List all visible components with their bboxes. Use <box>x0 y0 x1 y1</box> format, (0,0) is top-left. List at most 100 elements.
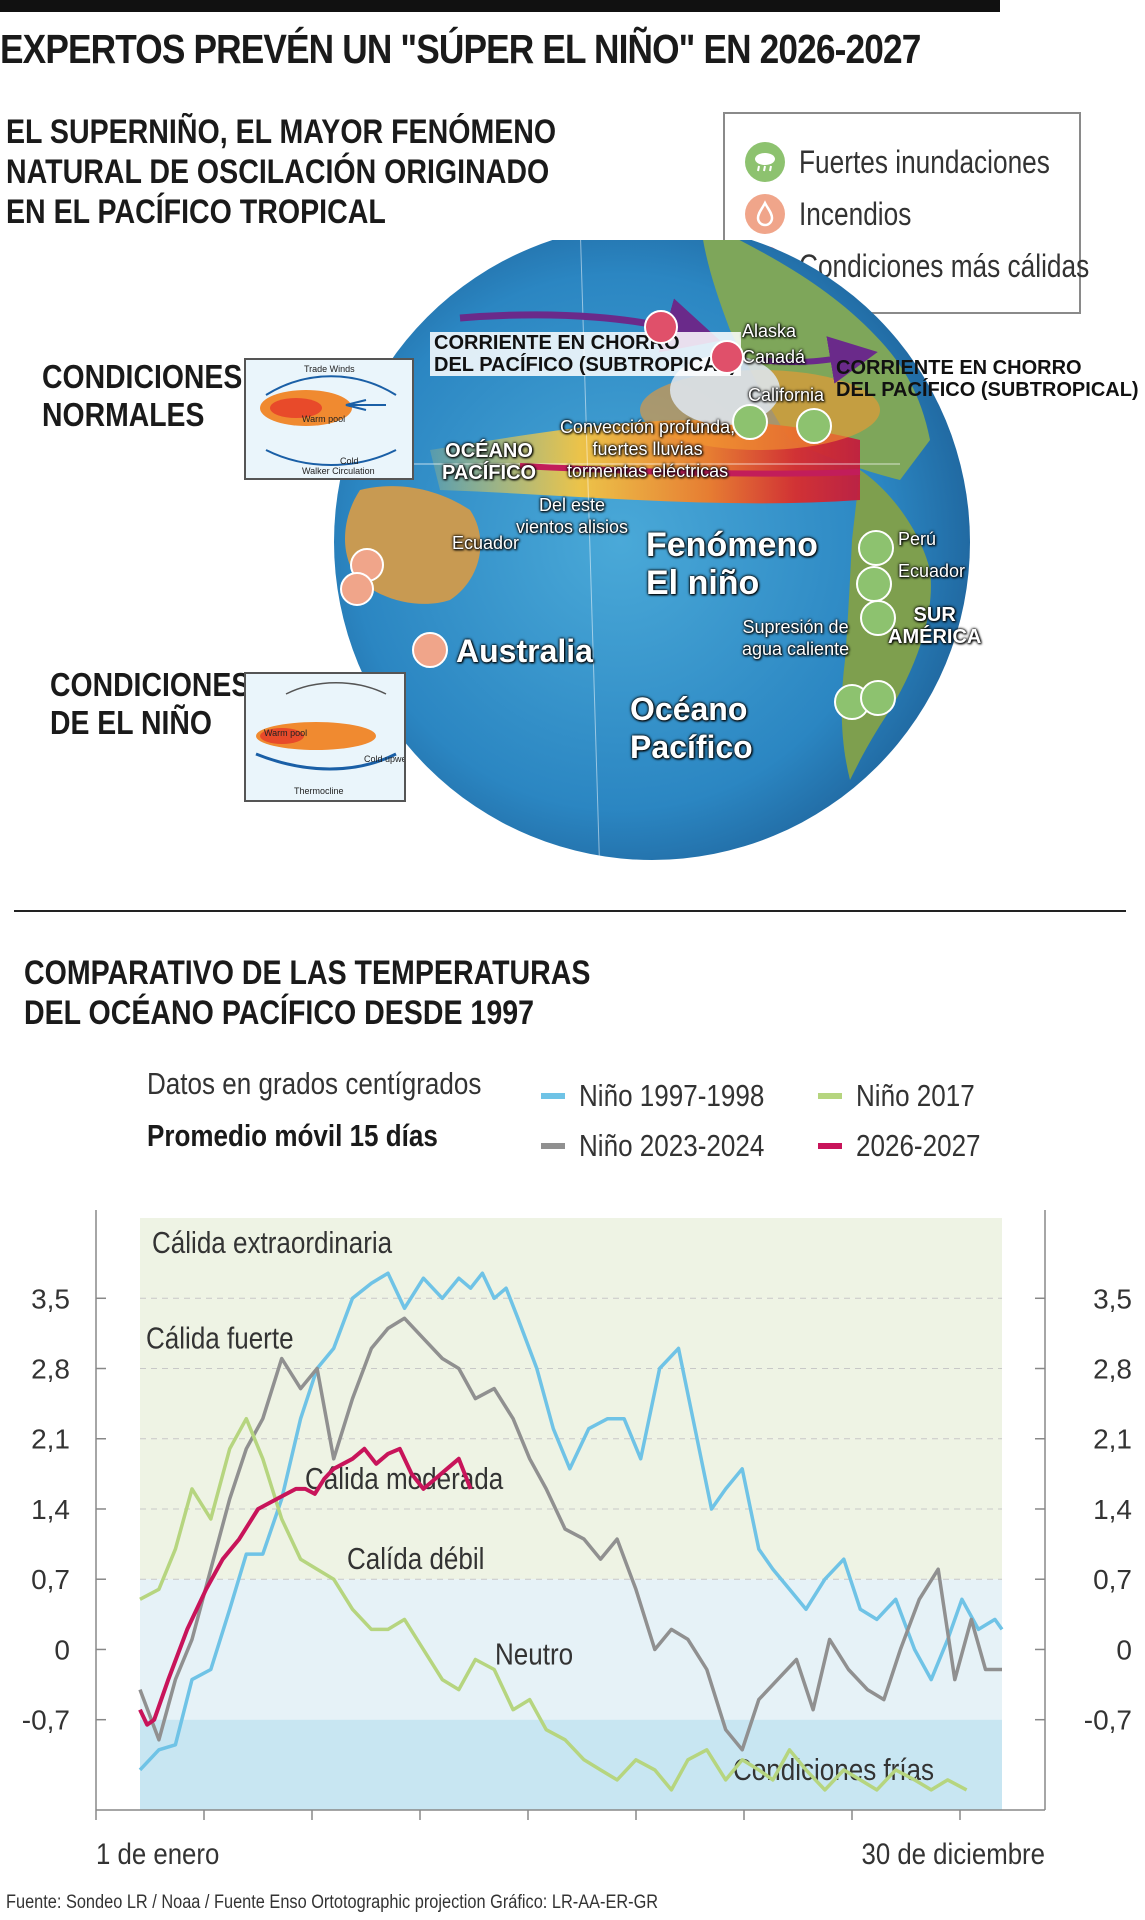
walker-circulation-diagram <box>246 360 412 478</box>
inset-caption: Cold upwelling <box>364 754 406 764</box>
y-tick-label: 0,7 <box>31 1564 70 1595</box>
phenomenon-label: Fenómeno El niño <box>646 526 818 602</box>
legend-label: Niño 1997-1998 <box>579 1078 765 1113</box>
chart-section-title: COMPARATIVO DE LAS TEMPERATURAS DEL OCÉAN… <box>24 954 591 1032</box>
y-tick-label-right: 1,4 <box>1093 1494 1132 1525</box>
rain-cloud-icon <box>858 530 894 566</box>
legend-label: Niño 2017 <box>856 1078 975 1113</box>
y-tick-label: 0 <box>54 1634 70 1665</box>
section-divider <box>14 910 1126 912</box>
california-label: California <box>748 385 825 405</box>
jet-stream-arrow-right <box>759 336 878 384</box>
peru-label: Perú <box>898 529 937 549</box>
y-tick-label-right: 2,8 <box>1093 1354 1132 1385</box>
trade-winds-label: Del este vientos alisios <box>516 495 629 537</box>
australia-label: Australia <box>456 633 593 669</box>
heat-drop-icon <box>710 340 744 374</box>
source-footer: Fuente: Sondeo LR / Noaa / Fuente Enso O… <box>6 1892 659 1913</box>
canada-label: Canadá <box>742 347 806 367</box>
y-tick-label: 1,4 <box>31 1494 70 1525</box>
band-label: Neutro <box>495 1637 573 1672</box>
normal-conditions-diagram: Trade Winds Warm pool Cold Walker Circul… <box>244 358 414 480</box>
inset-caption: Warm pool <box>302 414 346 424</box>
nino-circulation-diagram <box>246 674 404 800</box>
ecuador-country-label: Ecuador <box>898 561 966 581</box>
inset-caption: Walker Circulation <box>302 466 375 476</box>
ocean-label-top: OCÉANO PACÍFICO <box>442 440 537 484</box>
band-3 <box>140 1508 1002 1580</box>
legend-label: Condiciones más cálidas <box>799 247 1090 284</box>
legend-item-fires: Incendios <box>745 192 936 236</box>
y-tick-label-right: 0 <box>1116 1634 1132 1665</box>
band-label: Cálida extraordinaria <box>152 1226 392 1261</box>
legend-label: Fuertes inundaciones <box>799 143 1050 180</box>
fire-drop-icon <box>745 194 785 234</box>
inset-caption: Cold <box>340 456 359 466</box>
series-line-nino_2026 <box>138 1446 473 1727</box>
chart-legend-item: 2026-2027 <box>818 1126 1004 1166</box>
nino-conditions-diagram: Warm pool Cold upwelling Thermocline <box>244 672 406 802</box>
y-tick-label-right: 2,1 <box>1093 1424 1132 1455</box>
y-tick-label: 3,5 <box>31 1283 70 1314</box>
fire-drop-icon <box>412 632 448 668</box>
series-line-nino_2023 <box>138 1316 1002 1752</box>
rain-cloud-icon <box>856 566 892 602</box>
fire-drop-icon <box>340 572 374 606</box>
moving-average-note: Promedio móvil 15 días <box>147 1118 438 1153</box>
y-tick-label-right: 3,5 <box>1093 1283 1132 1314</box>
x-label-start: 1 de enero <box>96 1837 219 1870</box>
chart-legend-item: Niño 2017 <box>818 1076 997 1116</box>
meridian-line <box>579 240 601 860</box>
legend-swatch-2017 <box>818 1093 842 1099</box>
series-line-nino_2017 <box>139 1416 968 1792</box>
legend-item-floods: Fuertes inundaciones <box>745 140 1105 184</box>
ocean-label-bottom: Océano Pacífico <box>630 691 753 765</box>
y-tick-label: 2,8 <box>31 1354 70 1385</box>
subtitle-line: EN EL PACÍFICO TROPICAL <box>6 193 386 231</box>
band-0 <box>140 1218 1002 1299</box>
legend-swatch-2023 <box>541 1143 565 1149</box>
rain-cloud-icon <box>860 680 896 716</box>
y-tick-label-right: -0,7 <box>1084 1705 1132 1736</box>
convection-label: Convección profunda, fuertes lluvias torme… <box>560 417 736 481</box>
nino-conditions-label: CONDICIONES DE EL NIÑO <box>50 666 251 741</box>
subtitle-line: EL SUPERNIÑO, EL MAYOR FENÓMENO <box>6 113 557 151</box>
legend-label: Incendios <box>799 195 912 232</box>
inset-caption: Thermocline <box>294 786 344 796</box>
chart-legend-item: Niño 2023-2024 <box>541 1126 800 1166</box>
rain-cloud-icon <box>745 142 785 182</box>
equator-label: Ecuador <box>452 533 520 553</box>
series-line-nino_1997 <box>138 1271 1004 1772</box>
south-america-label: SUR AMÉRICA <box>888 604 982 648</box>
legend-label: 2026-2027 <box>856 1128 981 1163</box>
legend-swatch-1997 <box>541 1093 565 1099</box>
alaska-label: Alaska <box>742 321 797 341</box>
units-note: Datos en grados centígrados <box>147 1066 482 1101</box>
y-tick-label: 2,1 <box>31 1424 70 1455</box>
legend-swatch-2026 <box>818 1143 842 1149</box>
rain-cloud-icon <box>860 600 896 636</box>
band-5 <box>140 1719 1002 1810</box>
legend-label: Niño 2023-2024 <box>579 1128 765 1163</box>
chart-legend-item: Niño 1997-1998 <box>541 1076 800 1116</box>
jet-stream-label-right: CORRIENTE EN CHORRO DEL PACÍFICO (SUBTROP… <box>836 357 1139 401</box>
inset-caption: Warm pool <box>264 728 308 738</box>
x-label-end: 30 de diciembre <box>861 1837 1045 1870</box>
band-label: Cálida fuerte <box>146 1321 294 1356</box>
rain-cloud-icon <box>732 404 768 440</box>
heat-drop-icon <box>644 310 678 344</box>
top-rule <box>0 0 1000 12</box>
temperature-line-chart: 3,5 3,5 2,8 2,8 2,1 2,1 1,4 1,4 0,7 0,7 0 0 -0,7 -0,7… <box>22 1210 1132 1870</box>
y-tick-label-right: 0,7 <box>1093 1564 1132 1595</box>
y-tick-label: -0,7 <box>22 1705 70 1736</box>
subtitle: EL SUPERNIÑO, EL MAYOR FENÓMENO NATURAL … <box>6 112 556 232</box>
band-label: Calída débil <box>347 1542 484 1577</box>
trade-wind-arrow <box>519 463 861 477</box>
rain-cloud-icon <box>796 408 832 444</box>
main-title: EXPERTOS PREVÉN UN "SÚPER EL NIÑO" EN 20… <box>0 26 921 72</box>
jet-stream-label-left: CORRIENTE EN CHORRO DEL PACÍFICO (SUBTROP… <box>430 332 741 376</box>
inset-caption: Trade Winds <box>304 364 355 374</box>
subtitle-line: NATURAL DE OSCILACIÓN ORIGINADO <box>6 153 550 191</box>
normal-conditions-label: CONDICIONES NORMALES <box>42 358 243 433</box>
suppression-label: Supresión de agua caliente <box>742 617 850 659</box>
